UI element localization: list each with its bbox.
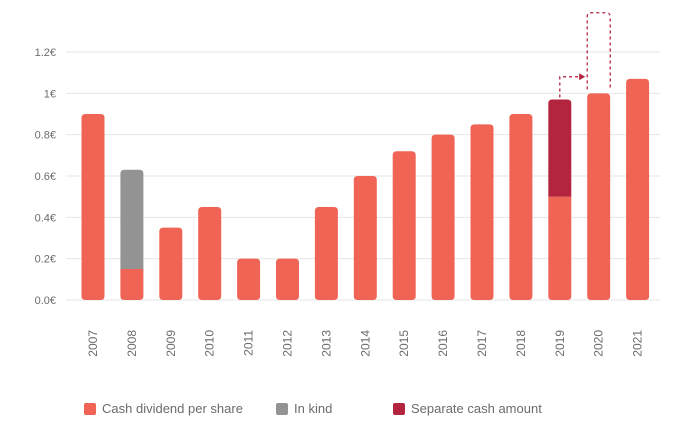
bar-cash-dividend-per-share-2016 [431, 134, 455, 300]
bar-cash-dividend-per-share-2012 [276, 258, 299, 300]
carry-over-arrow-line [559, 76, 581, 98]
bars [81, 78, 650, 300]
bar-in-kind-2008 [120, 169, 144, 269]
x-tick-label: 2020 [592, 330, 606, 357]
bar-cash-dividend-per-share-2009 [159, 227, 183, 300]
legend-swatch-in-kind [276, 402, 288, 415]
x-tick-label: 2014 [358, 330, 372, 357]
bar-cash-dividend-per-share-2007 [81, 114, 105, 300]
bar-cash-dividend-per-share-2014 [353, 176, 377, 300]
bar-cash-dividend-per-share-2019 [548, 196, 572, 300]
bar-cash-dividend-per-share-2020 [587, 93, 611, 300]
legend-item-cash-dividend: Cash dividend per share [84, 401, 243, 416]
x-tick-label: 2009 [164, 330, 178, 357]
x-tick-label: 2015 [397, 330, 411, 357]
legend-label-in-kind: In kind [294, 401, 333, 416]
bar-cash-dividend-per-share-2018 [509, 114, 533, 300]
x-tick-label: 2008 [125, 330, 139, 357]
y-tick-label: 0.0€ [35, 295, 56, 307]
y-tick-label: 0.8€ [35, 130, 56, 142]
carry-over-annotation [559, 12, 611, 98]
y-tick-label: 0.6€ [35, 171, 56, 183]
y-tick-label: 0.4€ [35, 212, 56, 224]
legend-label-cash-dividend: Cash dividend per share [102, 401, 243, 416]
legend-swatch-cash-dividend [84, 402, 96, 415]
y-tick-label: 0.2€ [35, 254, 56, 266]
x-tick-label: 2012 [281, 330, 295, 357]
x-tick-label: 2018 [514, 330, 528, 357]
y-axis: 0.0€ 0.2€ 0.4€ 0.6€ 0.8€ 1€ 1.2€ [35, 47, 56, 307]
bar-cash-dividend-per-share-2010 [198, 207, 222, 300]
carry-over-arrow-head [579, 73, 586, 81]
bar-cash-dividend-per-share-2013 [314, 207, 338, 300]
x-tick-label: 2007 [86, 330, 100, 357]
bar-separate-cash-amount-2019 [548, 99, 572, 197]
bar-cash-dividend-per-share-2021 [626, 78, 650, 300]
legend: Cash dividend per share In kind Separate… [0, 401, 698, 421]
y-tick-label: 1€ [44, 88, 56, 100]
x-tick-label: 2016 [436, 330, 450, 357]
bar-cash-dividend-per-share-2008 [120, 269, 144, 300]
x-axis: 2007 2008 2009 2010 2011 2012 2013 2014 2015 2016… [86, 330, 645, 357]
x-tick-label: 2019 [553, 330, 567, 357]
legend-swatch-separate-cash [393, 402, 405, 415]
x-tick-label: 2010 [203, 330, 217, 357]
y-tick-label: 1.2€ [35, 47, 56, 59]
bar-cash-dividend-per-share-2017 [470, 124, 494, 300]
bar-cash-dividend-per-share-2015 [392, 151, 416, 300]
x-tick-label: 2017 [475, 330, 489, 357]
legend-label-separate-cash: Separate cash amount [411, 401, 542, 416]
x-tick-label: 2011 [242, 330, 256, 356]
x-tick-label: 2013 [319, 330, 333, 357]
legend-item-in-kind: In kind [276, 401, 332, 416]
deferred-amount-outline [586, 12, 611, 90]
bar-cash-dividend-per-share-2011 [237, 258, 261, 300]
x-tick-label: 2021 [631, 330, 645, 357]
legend-item-separate-cash: Separate cash amount [393, 401, 542, 416]
